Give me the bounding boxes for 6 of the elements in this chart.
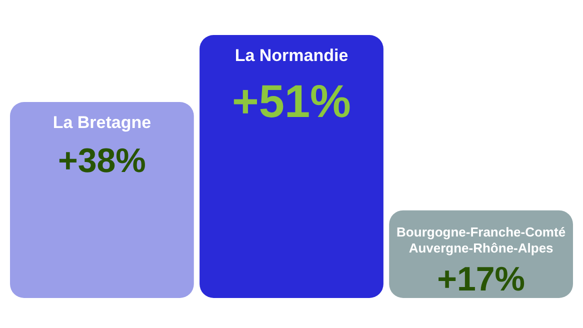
x-tick-label: Bourgogne-Franche-Comté Auvergne-Rhône-Alpes [396,224,566,256]
data-label: +17% [437,260,526,298]
x-tick-label: La Normandie [234,46,348,65]
data-label: +38% [58,142,146,180]
x-tick-label: La Bretagne [52,113,152,132]
data-label: +51% [232,75,351,127]
